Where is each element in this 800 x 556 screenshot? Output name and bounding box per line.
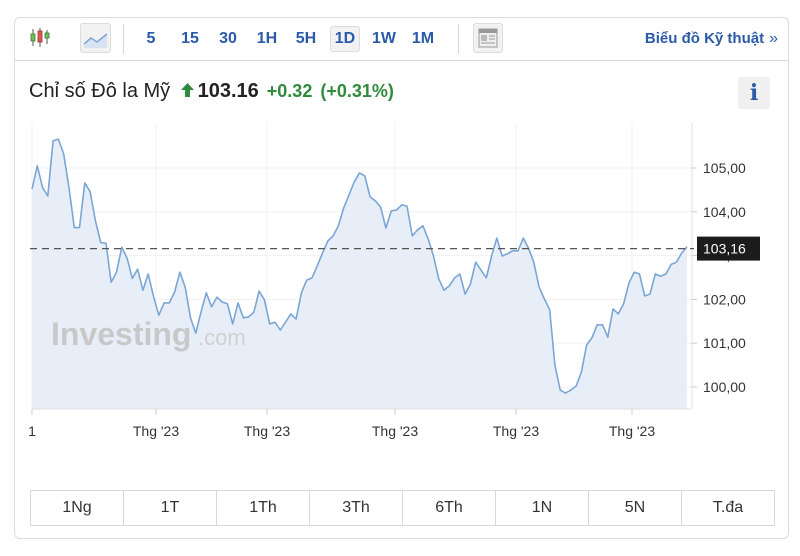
investing-watermark-suffix: .com [198, 325, 246, 350]
chart-toolbar: 5 15 30 1H 5H 1D 1W 1M Biểu đồ Kỹ thuật» [15, 18, 788, 61]
x-tick-label: Thg '23 [133, 423, 179, 439]
chart-widget: 5 15 30 1H 5H 1D 1W 1M Biểu đồ Kỹ thuật»… [14, 17, 789, 539]
double-chevron-right-icon: » [769, 30, 778, 47]
range-1-day[interactable]: 1Ng [31, 491, 124, 525]
interval-1w[interactable]: 1W [372, 30, 396, 47]
area-chart-icon [83, 33, 108, 48]
interval-1h[interactable]: 1H [256, 30, 278, 47]
y-tick-label: 105,00 [703, 160, 746, 176]
interval-5h[interactable]: 5H [295, 30, 317, 47]
last-price: 103.16 [197, 80, 259, 102]
technical-chart-link[interactable]: Biểu đồ Kỹ thuật» [645, 26, 778, 52]
price-chart[interactable]: Investing.com105,00104,00103,00102,00101… [15, 18, 790, 478]
range-1-year[interactable]: 1N [496, 491, 589, 525]
range-6-months[interactable]: 6Th [403, 491, 496, 525]
y-tick-label: 102,00 [703, 291, 746, 307]
range-max[interactable]: T.đa [712, 499, 744, 516]
info-button[interactable]: i [738, 77, 770, 109]
quote-header: Chỉ số Đô la Mỹ 103.16 +0.32 (+0.31%) [29, 76, 394, 106]
y-tick-label: 104,00 [703, 204, 746, 220]
layout-button[interactable] [473, 23, 503, 53]
interval-15[interactable]: 15 [181, 30, 199, 47]
range-5-years[interactable]: 5N [589, 491, 682, 525]
x-tick-label: Thg '23 [493, 423, 539, 439]
area-fill [32, 139, 687, 409]
x-tick-label: Thg '23 [244, 423, 290, 439]
info-icon: i [749, 80, 759, 106]
x-tick-label: 1 [28, 423, 36, 439]
range-1-month[interactable]: 1Th [217, 491, 310, 525]
technical-chart-label: Biểu đồ Kỹ thuật [644, 30, 765, 47]
candlestick-chart-button[interactable] [27, 25, 55, 51]
toolbar-divider [458, 24, 459, 54]
x-tick-label: Thg '23 [372, 423, 418, 439]
up-arrow-icon [180, 78, 194, 108]
price-change-percent: (+0.31%) [320, 81, 394, 101]
candlestick-icon [30, 28, 50, 47]
x-tick-label: Thg '23 [609, 423, 655, 439]
investing-watermark: Investing [51, 316, 191, 352]
interval-1d[interactable]: 1D [330, 26, 360, 52]
area-chart-button[interactable] [80, 23, 111, 53]
price-change: +0.32 [266, 81, 313, 101]
y-tick-label: 100,00 [703, 379, 746, 395]
interval-30[interactable]: 30 [219, 30, 237, 47]
interval-5[interactable]: 5 [146, 30, 156, 47]
range-1-week[interactable]: 1T [124, 491, 217, 525]
time-range-selector: 1Ng 1T 1Th 3Th 6Th 1N 5N T.đa [30, 490, 775, 526]
price-line [31, 138, 688, 394]
current-price-tag [697, 236, 760, 261]
layout-icon [478, 28, 498, 48]
current-price-label: 103,16 [703, 241, 746, 257]
range-3-months[interactable]: 3Th [310, 491, 403, 525]
instrument-name: Chỉ số Đô la Mỹ [29, 80, 171, 102]
toolbar-divider [123, 24, 124, 54]
interval-1m[interactable]: 1M [411, 30, 435, 47]
y-tick-label: 101,00 [703, 335, 746, 351]
